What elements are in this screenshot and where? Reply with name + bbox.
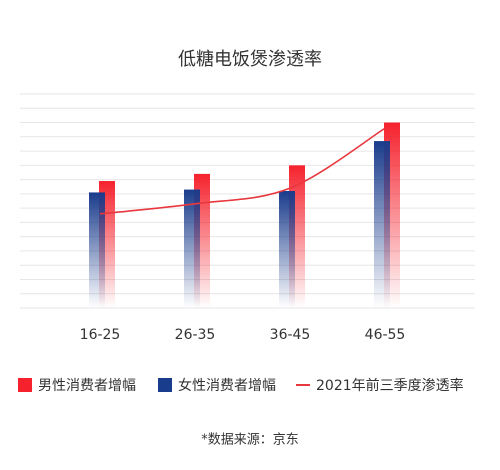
legend-swatch [158,378,172,392]
line [99,127,386,215]
chart-title: 低糖电饭煲渗透率 [178,49,322,70]
bar [184,189,200,308]
x-tick-label: 26-35 [175,327,216,343]
bar [89,192,105,308]
legend-swatch [18,378,32,392]
legend-label: 女性消费者增幅 [178,377,276,394]
x-tick-label: 36-45 [270,327,311,343]
bar [374,141,390,308]
source-note: *数据来源：京东 [201,433,299,448]
bar [279,191,295,308]
legend-label: 男性消费者增幅 [38,378,136,394]
x-tick-label: 46-55 [365,327,406,343]
x-tick-label: 16-25 [80,327,121,343]
legend-label: 2021年前三季度渗透率 [316,377,464,394]
